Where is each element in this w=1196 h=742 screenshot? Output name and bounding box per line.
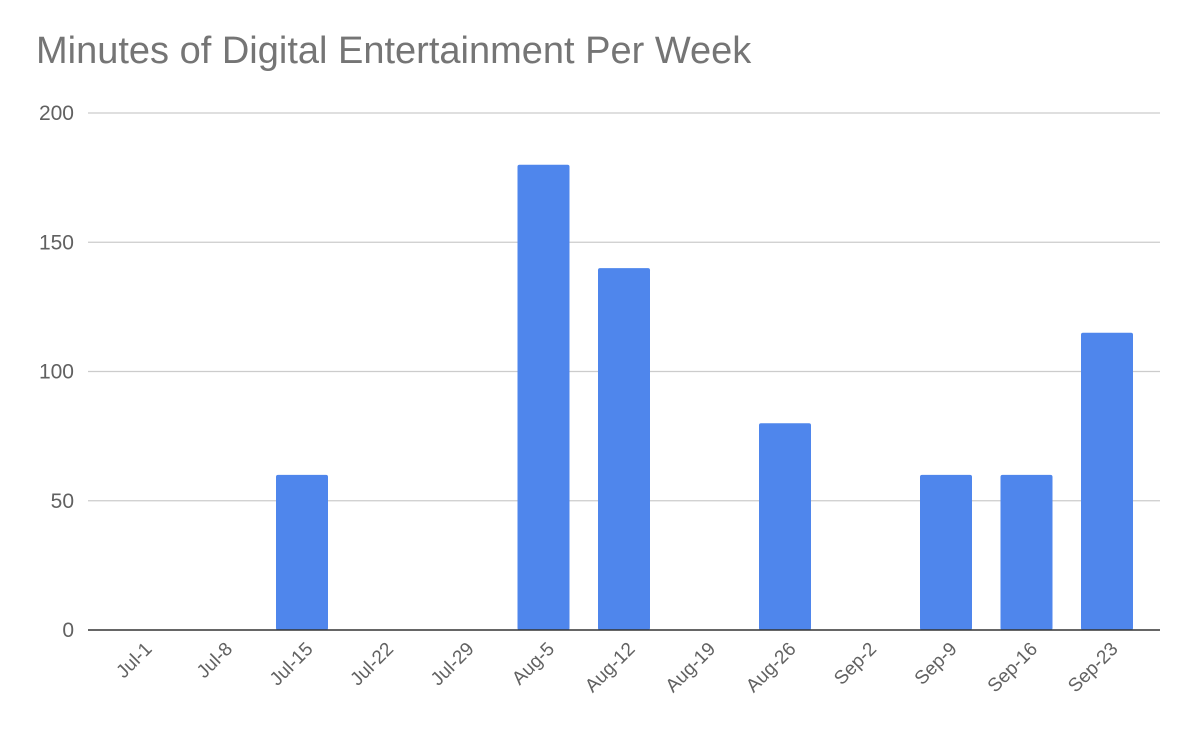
x-tick-label: Jul-22 bbox=[347, 639, 398, 690]
y-tick-label: 100 bbox=[39, 361, 74, 384]
x-tick-label: Aug-5 bbox=[508, 639, 559, 690]
x-axis-ticks: Jul-1 Jul-8 Jul-15 Jul-22 Jul-29 Aug-5 Aug-12 A… bbox=[113, 639, 1123, 697]
y-tick-label: 150 bbox=[39, 231, 74, 254]
bar bbox=[517, 164, 570, 630]
x-tick-label: Sep-23 bbox=[1064, 639, 1122, 697]
y-axis-ticks: 0 50 100 150 200 bbox=[39, 102, 74, 642]
chart-title: Minutes of Digital Entertainment Per Wee… bbox=[36, 30, 752, 72]
y-tick-label: 50 bbox=[51, 490, 74, 513]
x-tick-label: Sep-2 bbox=[830, 639, 881, 690]
bars bbox=[276, 164, 1133, 630]
x-tick-label: Aug-12 bbox=[581, 639, 639, 697]
x-tick-label: Jul-8 bbox=[193, 639, 237, 683]
bar bbox=[276, 474, 328, 630]
x-tick-label: Jul-15 bbox=[266, 639, 317, 690]
bar bbox=[920, 474, 972, 630]
bar bbox=[1081, 332, 1133, 630]
bar bbox=[759, 423, 811, 630]
x-tick-label: Sep-9 bbox=[911, 639, 962, 690]
y-tick-label: 0 bbox=[62, 619, 74, 642]
bar bbox=[1000, 474, 1053, 630]
bar bbox=[598, 268, 650, 630]
y-tick-label: 200 bbox=[39, 102, 74, 125]
x-tick-label: Aug-26 bbox=[742, 639, 800, 697]
x-tick-label: Jul-29 bbox=[427, 639, 478, 690]
x-tick-label: Jul-1 bbox=[113, 639, 157, 683]
x-tick-label: Sep-16 bbox=[984, 639, 1042, 697]
x-tick-label: Aug-19 bbox=[662, 639, 720, 697]
